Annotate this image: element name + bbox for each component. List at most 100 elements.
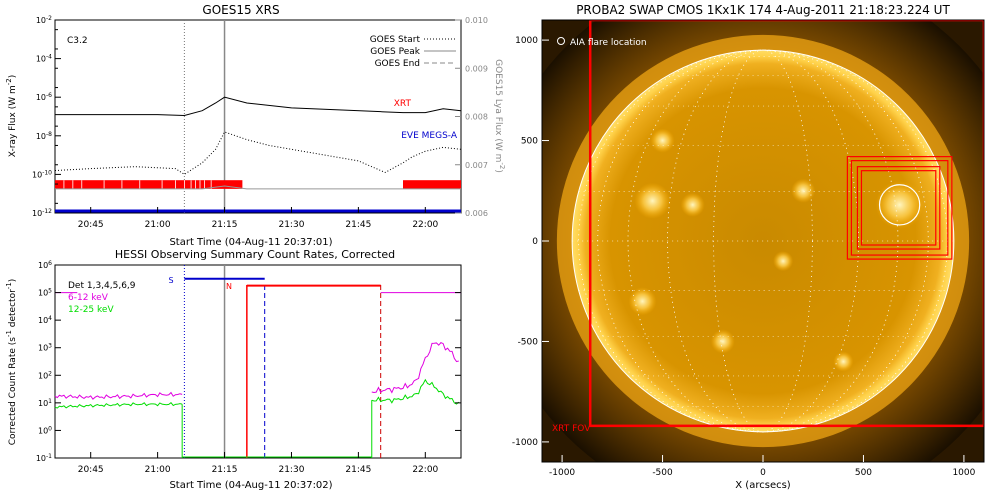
hessi-y-axis: 106 105 104 103 102 101 100 10-1 — [36, 260, 461, 464]
swap-flare-box — [850, 160, 949, 256]
hessi-plot-area — [54, 265, 461, 458]
swap-xrt-fov-box — [588, 20, 984, 428]
goes-coverage-bar — [403, 180, 461, 189]
hessi-x-tick-label: 20:45 — [78, 465, 104, 475]
hessi-n-marker: N — [226, 282, 232, 291]
swap-y-tick-label: 0 — [532, 237, 538, 247]
legend-goes-peak-label: GOES Peak — [370, 47, 420, 57]
goes-series-goes-long — [55, 96, 462, 117]
swap-active-region — [650, 128, 675, 153]
goes-y-tick-label: 10-6 — [36, 92, 52, 103]
goes-y-tick-label: 10-8 — [36, 130, 52, 141]
swap-active-region — [710, 329, 735, 354]
hessi-series-6-12kev-pre — [54, 391, 183, 400]
swap-x-tick-label: 0 — [760, 468, 766, 478]
goes-coverage-bar — [55, 180, 243, 189]
hessi-y-tick-label: 104 — [38, 315, 52, 326]
swap-flare-circle — [878, 184, 921, 226]
hessi-series-12-25kev-pre — [54, 402, 183, 409]
swap-active-region — [680, 192, 705, 217]
hessi-x-tick-label: 21:15 — [212, 465, 238, 475]
goes-series-goes-short — [54, 131, 462, 175]
goes-flare-class: C3.2 — [67, 36, 88, 46]
swap-y-tick-label: -500 — [518, 337, 539, 347]
goes-legend: GOES Start GOES Peak GOES End — [370, 35, 456, 69]
hessi-y-tick-label: 101 — [38, 397, 52, 408]
goes-x-tick-label: 20:45 — [78, 220, 104, 230]
swap-longitude-line — [667, 49, 859, 433]
goes-y2-tick-label: 0.009 — [465, 64, 488, 73]
swap-longitude-line — [627, 49, 899, 433]
hessi-y-tick-label: 100 — [38, 425, 52, 436]
hessi-panel: HESSI Observing Summary Count Rates, Cor… — [5, 248, 462, 491]
goes-y-tick-label: 10-12 — [32, 208, 52, 219]
swap-x-tick-label: -500 — [652, 468, 673, 478]
goes-xrt-label: XRT — [394, 99, 412, 109]
hessi-series-6-12kev-post — [371, 342, 459, 394]
hessi-x-tick-label: 21:30 — [278, 465, 304, 475]
hessi-y-tick-label: 103 — [38, 342, 52, 353]
hessi-y-label: Corrected Count Rate (s-1 detector-1) — [5, 279, 18, 446]
goes-panel: GOES15 XRS C3.2 GOES Start GOES Peak GOE… — [5, 3, 506, 248]
goes-y2-tick-label: 0.008 — [465, 113, 488, 122]
swap-aia-annotation: AIA flare location — [570, 38, 647, 48]
hessi-x-axis: 20:45 21:00 21:15 21:30 21:45 22:00 — [78, 452, 439, 475]
legend-det-label: Det 1,3,4,5,6,9 — [68, 281, 136, 291]
goes-x-tick-label: 21:45 — [345, 220, 371, 230]
swap-flare-box — [846, 156, 953, 260]
goes-x-tick-label: 21:30 — [278, 220, 304, 230]
hessi-plot-frame — [54, 264, 462, 459]
hessi-s-marker: S — [168, 276, 173, 285]
hessi-legend: Det 1,3,4,5,6,9 6-12 keV 12-25 keV — [68, 281, 136, 315]
swap-xrt-annotation: XRT FOV — [552, 424, 591, 434]
goes-y-tick-label: 10-10 — [32, 169, 52, 180]
swap-flare-box — [856, 166, 941, 250]
swap-active-region — [634, 182, 671, 219]
hessi-y-tick-label: 10-1 — [36, 453, 52, 464]
goes-x-tick-label: 22:00 — [412, 220, 438, 230]
goes-y-axis: 10-2 10-4 10-6 10-8 10-10 10-12 — [32, 15, 61, 219]
legend-12-25kev-label: 12-25 keV — [68, 305, 114, 315]
hessi-y-tick-label: 105 — [38, 287, 52, 298]
swap-flare-box — [860, 170, 937, 246]
swap-active-region — [773, 251, 794, 272]
goes-plot-area — [54, 20, 462, 213]
hessi-title: HESSI Observing Summary Count Rates, Cor… — [115, 248, 395, 261]
hessi-x-tick-label: 22:00 — [412, 465, 438, 475]
aia-marker-icon — [557, 37, 565, 45]
swap-y-tick-label: 1000 — [515, 36, 538, 46]
swap-x-tick-label: 500 — [855, 468, 872, 478]
swap-active-region — [875, 180, 924, 229]
goes-y-tick-label: 10-4 — [36, 53, 52, 64]
goes-x-label: Start Time (04-Aug-11 20:37:01) — [169, 237, 332, 248]
legend-6-12kev-label: 6-12 keV — [68, 293, 109, 303]
goes-y-tick-label: 10-2 — [36, 15, 52, 26]
hessi-y-tick-label: 106 — [38, 260, 52, 271]
swap-active-region — [833, 351, 854, 372]
swap-title: PROBA2 SWAP CMOS 1Kx1K 174 4-Aug-2011 21… — [576, 3, 950, 17]
swap-active-region — [628, 287, 657, 316]
swap-active-region — [791, 178, 816, 203]
goes-y2-tick-label: 0.010 — [465, 16, 488, 25]
legend-goes-end-label: GOES End — [375, 59, 420, 69]
hessi-x-tick-label: 21:00 — [145, 465, 171, 475]
swap-x-tick-label: 1000 — [952, 468, 975, 478]
swap-panel: PROBA2 SWAP CMOS 1Kx1K 174 4-Aug-2011 21… — [512, 3, 985, 491]
swap-solar-image — [542, 20, 984, 462]
goes-eve-label: EVE MEGS-A — [401, 131, 458, 141]
legend-goes-start-label: GOES Start — [370, 35, 421, 45]
swap-y-tick-label: 500 — [521, 137, 538, 147]
hessi-series-12-25kev-post — [371, 378, 460, 405]
swap-longitude-line — [713, 49, 813, 433]
goes-y2-label: GOES15 Lya Flux (W m-2) — [493, 59, 506, 173]
goes-x-tick-label: 21:00 — [145, 220, 171, 230]
goes-y2-tick-label: 0.007 — [465, 161, 488, 170]
swap-y-tick-label: -1000 — [512, 438, 538, 448]
goes-y2-axis: 0.010 0.009 0.008 0.007 0.006 — [455, 16, 488, 218]
hessi-x-label: Start Time (04-Aug-11 20:37:02) — [169, 480, 332, 491]
swap-x-label: X (arcsecs) — [735, 480, 791, 491]
goes-series-lya-flux — [55, 185, 461, 190]
hessi-y-tick-label: 102 — [38, 370, 52, 381]
goes-x-tick-label: 21:15 — [212, 220, 238, 230]
